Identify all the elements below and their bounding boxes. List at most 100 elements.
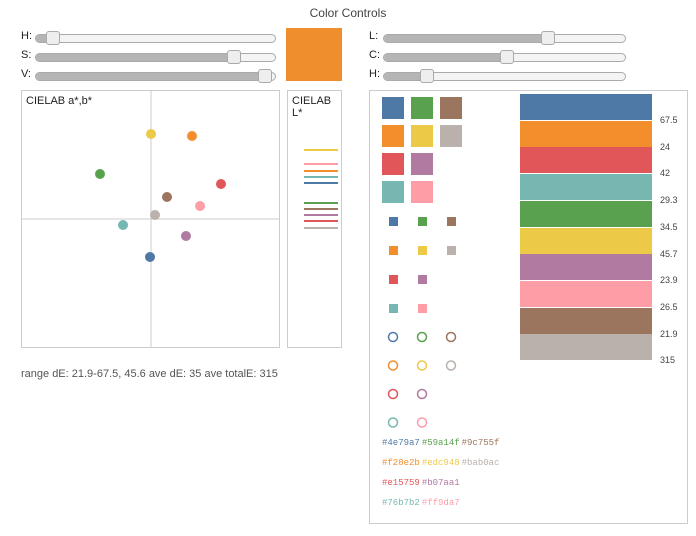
- ab-point: [187, 131, 197, 141]
- cielab-l-panel: CIELAB L*: [287, 90, 342, 348]
- palette-large-swatch: [411, 125, 433, 147]
- hex-code: #bab0ac: [461, 458, 500, 468]
- hex-code: #76b7b2: [382, 498, 420, 508]
- ab-point: [145, 252, 155, 262]
- palette-ring-swatch: [445, 360, 457, 371]
- palette-small-swatch: [447, 217, 456, 226]
- lch-slider[interactable]: [383, 50, 626, 64]
- palette-bar: [520, 200, 652, 227]
- palette-bar: [520, 120, 652, 147]
- slider-fill: [384, 35, 548, 42]
- bar-label: 26.5: [660, 301, 678, 312]
- hsv-slider[interactable]: [35, 69, 276, 83]
- ab-point: [146, 129, 156, 139]
- slider-thumb[interactable]: [45, 31, 60, 45]
- slider-thumb[interactable]: [499, 50, 514, 64]
- hsv-slider-label: H:: [21, 30, 32, 42]
- slider-thumb[interactable]: [540, 31, 555, 45]
- palette-ring-swatch: [387, 417, 399, 428]
- bar-label: 67.5: [660, 115, 678, 125]
- bar-label: 24: [660, 141, 671, 152]
- slider-thumb[interactable]: [420, 69, 435, 83]
- hex-code: #4e79a7: [382, 438, 420, 448]
- palette-bar: [520, 307, 652, 334]
- lch-slider-label: L:: [369, 30, 379, 42]
- status-text: range dE: 21.9-67.5, 45.6 ave dE: 35 ave…: [21, 368, 278, 380]
- palette-ring-swatch: [387, 360, 399, 371]
- slider-thumb[interactable]: [258, 69, 273, 83]
- ab-point: [195, 201, 205, 211]
- hex-line: #4e79a7 #59a14f #9c755f: [382, 438, 501, 448]
- hex-line: #e15759 #b07aa1: [382, 478, 462, 488]
- palette-bar: [520, 334, 652, 361]
- slider-fill: [36, 54, 235, 61]
- hex-code: #59a14f: [421, 438, 460, 448]
- current-color-swatch: [286, 28, 342, 81]
- l-plot: [304, 149, 338, 229]
- lch-slider-row: C:: [369, 49, 626, 65]
- lch-slider-label: C:: [369, 49, 380, 61]
- palette-bar: [520, 174, 652, 201]
- lch-slider-label: H:: [369, 68, 380, 80]
- hex-code: #ff9da7: [421, 498, 460, 508]
- palette-large-swatch: [411, 181, 433, 203]
- ab-point: [95, 169, 105, 179]
- palette-bar: [520, 280, 652, 307]
- palette-small-swatch: [389, 275, 398, 284]
- ab-point: [162, 192, 172, 202]
- ab-point: [181, 231, 191, 241]
- palette-ring-swatch: [387, 388, 399, 400]
- palette-swatches: [382, 97, 462, 428]
- lch-slider[interactable]: [383, 31, 626, 45]
- bar-label: 23.9: [660, 275, 678, 286]
- hex-line: #76b7b2 #ff9da7: [382, 498, 462, 508]
- hex-code: #b07aa1: [421, 478, 460, 488]
- palette-bar: [520, 227, 652, 254]
- slider-thumb[interactable]: [227, 50, 242, 64]
- slider-fill: [384, 73, 428, 80]
- page-title: Color Controls: [309, 6, 387, 20]
- hsv-slider-row: S:: [21, 49, 276, 65]
- palette-large-swatch: [382, 125, 404, 147]
- hex-code: #edc948: [421, 458, 460, 468]
- palette-bar: [520, 147, 652, 174]
- cielab-ab-title: CIELAB a*,b*: [26, 95, 93, 107]
- palette-large-swatch: [440, 125, 462, 147]
- hex-code: #f28e2b: [382, 458, 420, 468]
- ab-point: [150, 210, 160, 220]
- bar-label: 45.7: [660, 248, 678, 259]
- hsv-slider[interactable]: [35, 50, 276, 64]
- palette-large-swatch: [382, 153, 404, 175]
- cielab-ab-panel: CIELAB a*,b*: [21, 90, 280, 348]
- hsv-slider[interactable]: [35, 31, 276, 45]
- palette-large-swatch: [382, 181, 404, 203]
- palette-small-swatch: [418, 246, 427, 255]
- palette-bar: [520, 94, 652, 120]
- palette-ring-swatch: [416, 360, 428, 371]
- lch-slider-row: H:: [369, 68, 626, 84]
- palette-ring-swatch: [416, 417, 428, 428]
- palette-large-swatch: [382, 97, 404, 119]
- palette-small-swatch: [389, 246, 398, 255]
- lch-slider[interactable]: [383, 69, 626, 83]
- slider-fill: [36, 35, 53, 42]
- ab-point: [216, 179, 226, 189]
- palette-large-swatch: [411, 97, 433, 119]
- bar-label: 315: [660, 355, 676, 366]
- hsv-slider-label: V:: [21, 68, 31, 80]
- lch-slider-row: L:: [369, 30, 626, 46]
- ab-plot: [22, 91, 279, 347]
- hex-code: #9c755f: [461, 438, 500, 448]
- hsv-slider-row: V:: [21, 68, 276, 84]
- palette-small-swatch: [418, 275, 427, 284]
- palette-large-swatch: [440, 97, 462, 119]
- hsv-slider-row: H:: [21, 30, 276, 46]
- palette-small-swatch: [389, 217, 398, 226]
- slider-fill: [384, 54, 507, 61]
- ab-point: [118, 220, 128, 230]
- bar-label: 29.3: [660, 195, 678, 206]
- palette-small-swatch: [389, 304, 398, 313]
- bar-label: 21.9: [660, 328, 678, 339]
- cielab-l-title: CIELAB L*: [292, 95, 332, 119]
- palette-ring-swatch: [387, 331, 399, 343]
